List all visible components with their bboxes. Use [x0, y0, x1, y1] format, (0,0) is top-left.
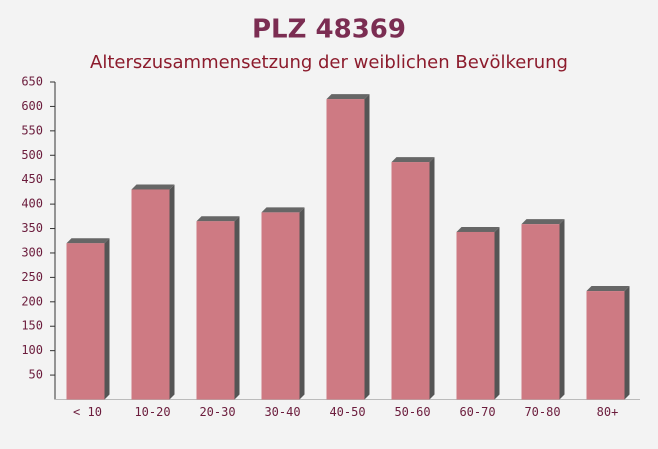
bar-side [559, 219, 565, 400]
x-tick-label: 30-40 [264, 405, 300, 419]
bar [521, 224, 560, 400]
y-tick-label: 200 [21, 294, 43, 308]
x-tick-label: 50-60 [394, 405, 430, 419]
bar [391, 162, 430, 400]
y-tick-label: 400 [21, 197, 43, 211]
bar-side [429, 157, 435, 400]
y-tick-label: 300 [21, 245, 43, 259]
y-tick-label: 100 [21, 343, 43, 357]
bar-top [326, 94, 370, 100]
x-tick-label: 80+ [597, 405, 619, 419]
chart-subtitle: Alterszusammensetzung der weiblichen Bev… [90, 52, 568, 73]
bar [261, 212, 300, 400]
bar [326, 99, 365, 400]
bar-top [391, 157, 435, 163]
bar-top [261, 207, 305, 213]
bar [131, 189, 170, 400]
bar [66, 243, 105, 400]
y-tick-label: 250 [21, 270, 43, 284]
y-tick-label: 500 [21, 148, 43, 162]
bar-top [131, 184, 175, 190]
bar-side [494, 226, 500, 400]
bar-side [299, 207, 305, 400]
bar-side [624, 286, 630, 400]
y-tick-label: 150 [21, 319, 43, 333]
chart-title: PLZ 48369 [252, 15, 406, 45]
bar [456, 231, 495, 400]
y-tick-label: 550 [21, 123, 43, 137]
y-tick-label: 650 [21, 75, 43, 89]
x-tick-label: 10-20 [134, 405, 170, 419]
y-tick-label: 600 [21, 99, 43, 113]
x-tick-label: 40-50 [329, 405, 365, 419]
bar-side [234, 216, 240, 400]
bar [586, 291, 625, 400]
x-tick-label: 70-80 [524, 405, 560, 419]
y-tick-label: 450 [21, 172, 43, 186]
bar-side [364, 94, 370, 400]
bar [196, 221, 235, 400]
bar-top [521, 219, 565, 225]
y-tick-label: 350 [21, 221, 43, 235]
bar-side [104, 238, 110, 400]
x-tick-label: < 10 [73, 405, 102, 419]
x-tick-label: 60-70 [459, 405, 495, 419]
x-tick-label: 20-30 [199, 405, 235, 419]
y-tick-label: 50 [29, 368, 43, 382]
bar-top [196, 216, 240, 222]
bar-top [66, 238, 110, 244]
bar-top [586, 286, 630, 292]
bar-side [169, 184, 175, 400]
bar-top [456, 226, 500, 232]
